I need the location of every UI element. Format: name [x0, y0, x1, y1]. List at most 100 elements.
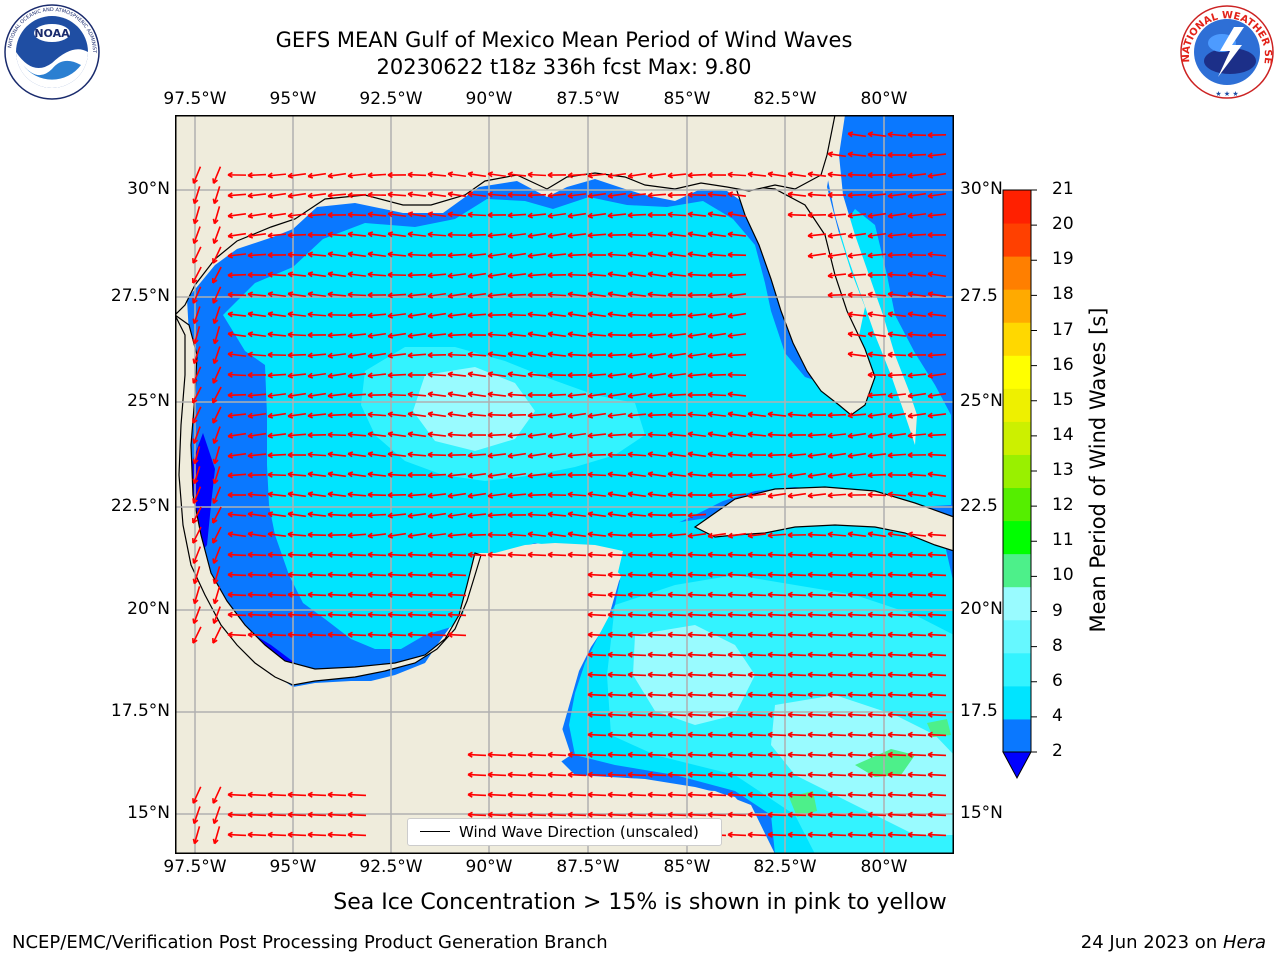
wind-arrow — [407, 571, 427, 578]
wind-arrow — [907, 212, 927, 219]
lat-tick-left: 30°N — [127, 179, 170, 199]
wind-arrow — [367, 571, 387, 578]
wind-arrow — [447, 532, 467, 539]
wind-arrow — [807, 711, 827, 718]
wind-arrow — [587, 372, 607, 379]
wind-arrow — [627, 451, 647, 458]
wind-arrow — [727, 411, 747, 418]
wind-arrow — [327, 192, 347, 199]
wind-arrow — [667, 731, 687, 738]
wind-arrow — [607, 451, 627, 458]
wind-arrow — [687, 671, 707, 678]
wind-arrow — [747, 591, 767, 598]
wind-arrow — [687, 771, 707, 778]
wind-arrow — [407, 492, 427, 499]
wind-arrow — [547, 751, 567, 758]
wind-arrow — [327, 251, 347, 258]
wind-arrow — [267, 791, 287, 798]
wind-arrow — [247, 392, 267, 399]
cuba-land — [693, 486, 954, 552]
wind-arrow — [267, 412, 287, 419]
wind-arrow — [247, 571, 267, 578]
wind-arrow — [907, 591, 927, 598]
wind-arrow — [212, 306, 221, 325]
wind-arrow — [227, 272, 247, 279]
wind-arrow — [307, 251, 327, 258]
wind-arrow — [567, 351, 587, 358]
wind-arrow — [227, 311, 247, 318]
wind-arrow — [727, 771, 747, 778]
wind-arrow — [607, 731, 627, 738]
wind-arrow — [827, 452, 847, 459]
wind-arrow — [667, 771, 687, 778]
wind-arrow — [927, 291, 947, 298]
wind-arrow — [927, 751, 947, 758]
wind-arrow — [747, 831, 767, 838]
wind-arrow — [347, 551, 367, 558]
wind-arrow — [607, 691, 627, 698]
wind-arrow — [287, 352, 307, 359]
wind-arrow — [927, 432, 947, 439]
wind-arrow — [627, 551, 647, 558]
wind-arrow — [192, 606, 201, 625]
wind-arrow — [687, 731, 707, 738]
wind-arrow — [227, 432, 247, 439]
colorbar-tick-label: 20 — [1052, 214, 1074, 235]
wind-arrow — [587, 511, 607, 518]
wind-arrow — [212, 826, 221, 845]
wind-arrow — [387, 191, 407, 198]
wind-arrow — [867, 232, 887, 239]
wind-arrow — [212, 486, 222, 504]
wind-arrow — [647, 451, 667, 458]
yucatan-land — [175, 543, 775, 854]
wind-arrow — [807, 232, 827, 239]
wind-arrow — [587, 651, 607, 658]
wind-arrow — [367, 231, 387, 238]
wind-arrow — [827, 591, 847, 598]
colorbar-segment — [1003, 190, 1031, 224]
wind-arrow — [227, 171, 247, 179]
wind-arrow — [607, 711, 627, 718]
wind-arrow — [667, 791, 687, 798]
wind-arrow — [227, 291, 247, 298]
wind-arrow — [227, 511, 247, 518]
wind-arrow — [907, 611, 927, 618]
wind-arrow — [587, 331, 607, 338]
colorbar-segment — [1003, 718, 1031, 753]
wind-arrow — [707, 451, 727, 458]
wind-arrow — [907, 432, 927, 439]
wind-arrow — [627, 491, 647, 498]
wind-arrow — [627, 311, 647, 318]
wind-arrow — [547, 392, 567, 399]
wind-arrow — [707, 292, 727, 299]
lon-tick-bottom: 92.5°W — [359, 857, 423, 877]
gulf-map — [175, 115, 954, 854]
wind-arrow — [647, 532, 667, 539]
wind-arrow — [687, 271, 707, 278]
wind-arrow — [587, 192, 607, 199]
wind-arrow — [227, 791, 247, 798]
wind-arrow — [587, 271, 607, 278]
wind-arrow — [647, 431, 667, 438]
wind-arrow — [387, 372, 407, 379]
wind-arrow — [447, 571, 467, 578]
wind-arrow — [387, 171, 407, 179]
wind-arrow — [367, 332, 387, 339]
wind-arrow — [707, 731, 727, 738]
wind-arrow — [707, 631, 727, 638]
wind-arrow — [607, 591, 627, 598]
wind-arrow — [627, 531, 647, 538]
wind-arrow — [927, 251, 947, 258]
wind-arrow — [307, 372, 327, 379]
wind-arrow — [587, 631, 607, 638]
wind-arrow — [387, 332, 407, 339]
wind-arrow — [927, 352, 947, 359]
wind-arrow — [427, 391, 447, 398]
wind-arrow — [587, 311, 607, 318]
wind-arrow — [307, 331, 327, 339]
lat-tick-right: 20°N — [960, 599, 1003, 619]
wind-arrow — [707, 551, 727, 558]
wind-arrow — [627, 192, 647, 199]
wind-arrow — [467, 551, 487, 558]
wind-arrow — [587, 751, 607, 758]
